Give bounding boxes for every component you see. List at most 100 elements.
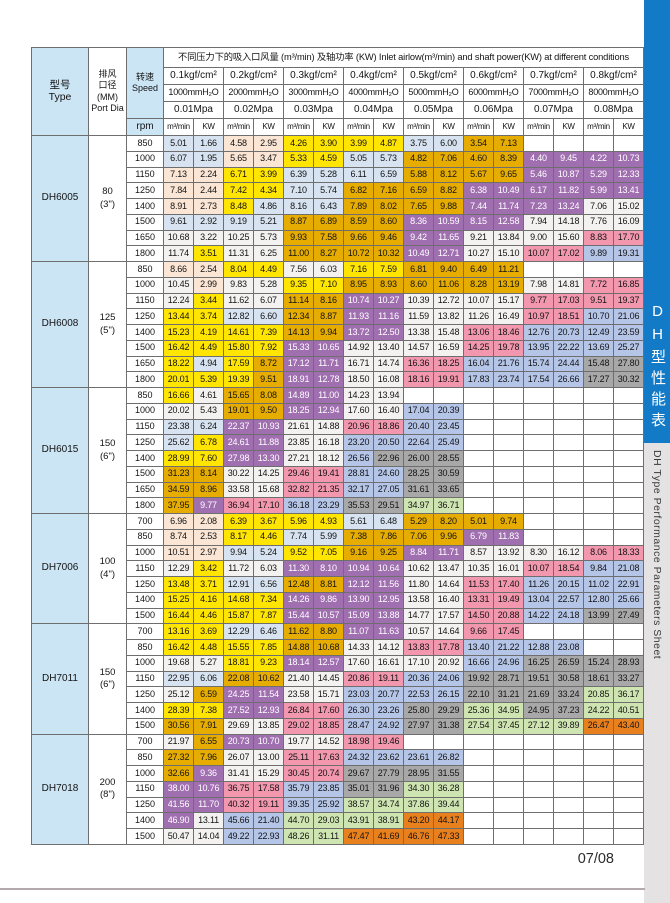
value-cell: 20.02 (163, 402, 194, 420)
value-cell: 19.41 (313, 465, 344, 483)
empty-cell (583, 749, 614, 766)
value-cell: 10.72 (343, 245, 374, 262)
value-cell: 11.26 (523, 576, 554, 593)
value-cell: 17.02 (553, 245, 584, 262)
header-mmh2o: 7000mmH₂O (523, 84, 584, 102)
value-cell: 14.89 (283, 387, 314, 404)
value-cell: 6.07 (253, 292, 284, 310)
value-cell: 22.22 (553, 339, 584, 357)
rpm-cell: 700 (126, 513, 164, 530)
empty-cell (583, 513, 614, 530)
value-cell: 32.82 (283, 481, 314, 499)
value-cell: 25.49 (433, 434, 464, 451)
rpm-cell: 1000 (126, 150, 164, 168)
model-cell: DH6005 (31, 135, 89, 262)
value-cell: 20.40 (403, 418, 434, 436)
model-cell: DH7011 (31, 623, 89, 735)
value-cell: 25.62 (163, 434, 194, 451)
value-cell: 18.61 (583, 670, 614, 688)
value-cell: 11.02 (583, 576, 614, 593)
value-cell: 11.65 (433, 229, 464, 247)
value-cell: 32.17 (343, 481, 374, 499)
value-cell: 2.53 (193, 528, 224, 546)
header-speed: 转速 Speed (126, 47, 164, 119)
value-cell: 2.24 (193, 166, 224, 184)
value-cell: 6.48 (373, 513, 404, 530)
empty-cell (613, 434, 644, 451)
value-cell: 11.21 (493, 261, 524, 278)
value-cell: 18.16 (403, 371, 434, 388)
value-cell: 14.04 (193, 828, 224, 845)
value-cell: 10.62 (253, 670, 284, 688)
value-cell: 28.81 (343, 465, 374, 483)
header-rpm: rpm (126, 118, 164, 136)
value-cell: 27.12 (523, 717, 554, 735)
empty-cell (613, 513, 644, 530)
value-cell: 26.59 (553, 654, 584, 672)
value-cell: 11.31 (223, 245, 254, 262)
value-cell: 1.66 (193, 135, 224, 152)
value-cell: 20.36 (403, 670, 434, 688)
value-cell: 15.17 (493, 292, 524, 310)
value-cell: 16.36 (403, 355, 434, 373)
value-cell: 9.74 (493, 513, 524, 530)
empty-cell (553, 261, 584, 278)
value-cell: 8.16 (283, 198, 314, 215)
value-cell: 8.30 (523, 544, 554, 562)
value-cell: 9.36 (193, 765, 224, 782)
empty-cell (553, 528, 584, 546)
value-cell: 24.32 (343, 749, 374, 766)
value-cell: 4.58 (223, 135, 254, 152)
rpm-cell: 1250 (126, 576, 164, 593)
value-cell: 19.68 (163, 654, 194, 672)
value-cell: 7.65 (403, 198, 434, 215)
value-cell: 6.24 (193, 418, 224, 436)
value-cell: 10.39 (403, 292, 434, 310)
value-cell: 13.40 (463, 639, 494, 656)
value-cell: 11.30 (283, 560, 314, 577)
value-cell: 15.87 (223, 607, 254, 625)
value-cell: 8.84 (403, 544, 434, 562)
value-cell: 8.04 (223, 261, 254, 278)
rpm-cell: 1250 (126, 796, 164, 814)
value-cell: 25.11 (283, 749, 314, 766)
value-cell: 28.47 (343, 717, 374, 735)
model-cell: DH6008 (31, 261, 89, 388)
value-cell: 23.58 (283, 686, 314, 703)
value-cell: 19.11 (373, 670, 404, 688)
value-cell: 17.60 (343, 402, 374, 420)
value-cell: 16.12 (553, 544, 584, 562)
value-cell: 37.45 (493, 717, 524, 735)
value-cell: 9.19 (223, 213, 254, 231)
rpm-cell: 1500 (126, 213, 164, 231)
value-cell: 4.46 (193, 607, 224, 625)
empty-cell (583, 528, 614, 546)
value-cell: 15.25 (163, 591, 194, 609)
empty-cell (583, 434, 614, 451)
header-mmh2o: 8000mmH₂O (583, 84, 644, 102)
value-cell: 15.33 (283, 339, 314, 357)
value-cell: 30.59 (433, 465, 464, 483)
value-cell: 11.00 (313, 387, 344, 404)
value-cell: 34.95 (493, 702, 524, 719)
value-cell: 6.46 (253, 623, 284, 640)
rpm-cell: 1000 (126, 276, 164, 294)
value-cell: 4.93 (313, 513, 344, 530)
empty-cell (493, 481, 524, 499)
empty-cell (553, 828, 584, 845)
value-cell: 7.76 (583, 213, 614, 231)
empty-cell (553, 418, 584, 436)
value-cell: 7.34 (253, 591, 284, 609)
header-unit-kw: KW (373, 118, 404, 136)
value-cell: 8.12 (433, 166, 464, 184)
empty-cell (613, 465, 644, 483)
value-cell: 4.49 (193, 339, 224, 357)
sidebar-title-en-wrap: DH Type Performance Parameters Sheet (644, 450, 670, 659)
value-cell: 16.01 (493, 560, 524, 577)
empty-cell (493, 387, 524, 404)
value-cell: 10.07 (523, 560, 554, 577)
value-cell: 35.01 (343, 780, 374, 798)
value-cell: 16.04 (463, 355, 494, 373)
value-cell: 12.29 (223, 623, 254, 640)
value-cell: 19.11 (253, 796, 284, 814)
